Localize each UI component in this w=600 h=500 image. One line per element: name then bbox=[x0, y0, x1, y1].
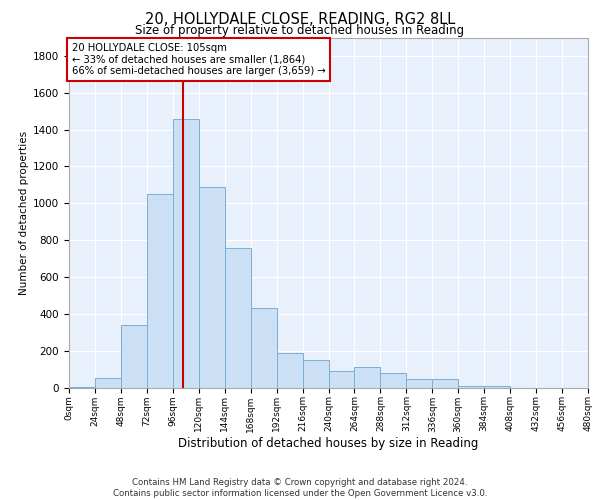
Text: 20, HOLLYDALE CLOSE, READING, RG2 8LL: 20, HOLLYDALE CLOSE, READING, RG2 8LL bbox=[145, 12, 455, 28]
Bar bbox=[458, 386, 484, 388]
X-axis label: Distribution of detached houses by size in Reading: Distribution of detached houses by size … bbox=[178, 437, 479, 450]
Bar bbox=[302, 360, 329, 388]
Text: 20 HOLLYDALE CLOSE: 105sqm
← 33% of detached houses are smaller (1,864)
66% of s: 20 HOLLYDALE CLOSE: 105sqm ← 33% of deta… bbox=[71, 43, 325, 76]
Text: Contains HM Land Registry data © Crown copyright and database right 2024.
Contai: Contains HM Land Registry data © Crown c… bbox=[113, 478, 487, 498]
Bar bbox=[277, 352, 302, 388]
Bar bbox=[380, 373, 406, 388]
Bar bbox=[225, 248, 251, 388]
Text: Size of property relative to detached houses in Reading: Size of property relative to detached ho… bbox=[136, 24, 464, 37]
Bar bbox=[147, 194, 173, 388]
Bar bbox=[329, 371, 355, 388]
Bar bbox=[251, 308, 277, 388]
Bar bbox=[69, 386, 95, 388]
Bar bbox=[484, 386, 510, 388]
Bar bbox=[95, 378, 121, 388]
Bar bbox=[432, 379, 458, 388]
Bar bbox=[173, 118, 199, 388]
Bar bbox=[355, 367, 380, 388]
Bar bbox=[121, 325, 147, 388]
Y-axis label: Number of detached properties: Number of detached properties bbox=[19, 130, 29, 294]
Bar bbox=[199, 186, 224, 388]
Bar bbox=[406, 379, 432, 388]
